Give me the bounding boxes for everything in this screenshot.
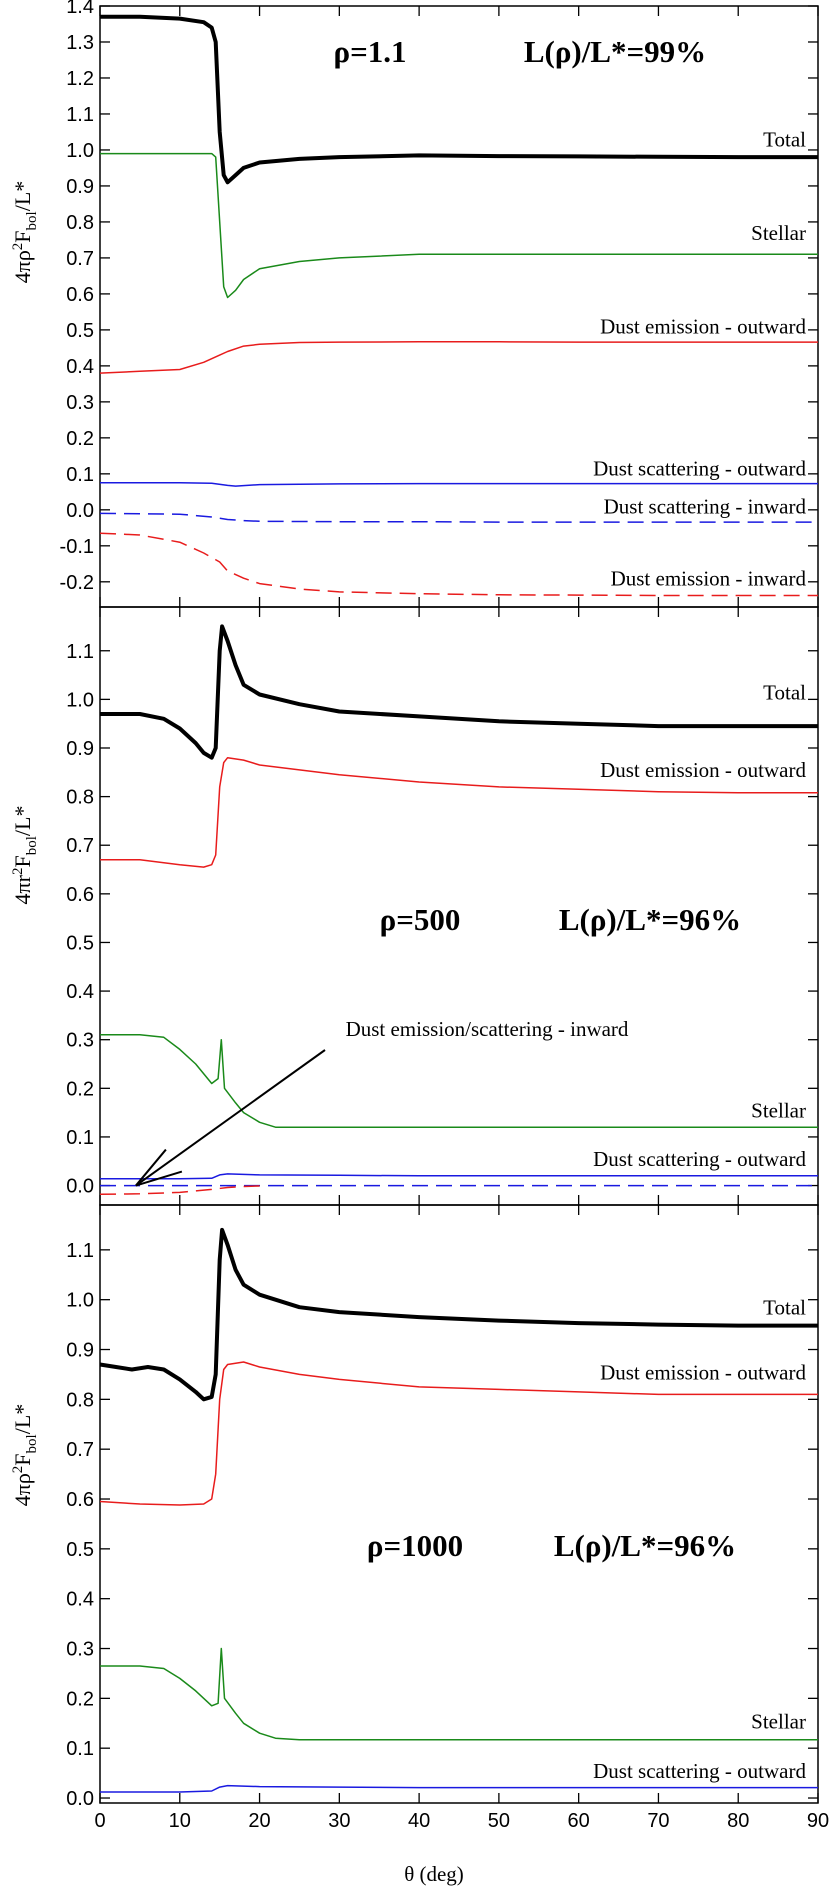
series-dust-scattering-inward xyxy=(99,512,818,523)
series-stellar xyxy=(100,1034,818,1128)
y-axis-label: 4πr2Fbol/L* xyxy=(10,806,40,905)
y-tick-label: 0.2 xyxy=(66,1688,94,1710)
y-tick-label: 0.3 xyxy=(66,1639,94,1661)
x-tick-label: 40 xyxy=(408,1810,430,1832)
curve-label: Dust emission - outward xyxy=(600,1360,806,1384)
y-tick-label: 0.8 xyxy=(66,787,94,809)
panel-1: -0.2 -0.1 0.0 0.1 0.2 0.3 0.4 0.5 0.6 0.7 0.8 0.9 1.… xyxy=(10,0,819,608)
series-dust-emission-inward xyxy=(99,1185,260,1196)
curve-label: Dust scattering - outward xyxy=(593,1759,806,1783)
annotation-luminosity: L(ρ)/L*=96% xyxy=(559,902,741,937)
curve-label: Dust emission - outward xyxy=(600,314,806,338)
y-tick-label: 0.4 xyxy=(66,1589,94,1611)
curve-label: Total xyxy=(763,1296,806,1320)
x-tick-label: 70 xyxy=(647,1810,669,1832)
y-tick-label: 0.6 xyxy=(66,284,94,306)
y-tick-label: 0.5 xyxy=(66,320,94,342)
y-tick-label: 1.1 xyxy=(66,1240,94,1262)
annotation-luminosity: L(ρ)/L*=96% xyxy=(554,1528,736,1563)
y-tick-label: 0.2 xyxy=(66,428,94,450)
arrow-head xyxy=(135,1148,167,1187)
plot-frame xyxy=(99,1204,819,1804)
y-tick-label: 1.0 xyxy=(66,1290,94,1312)
y-tick-label: 0.8 xyxy=(66,212,94,234)
x-tick-label: 50 xyxy=(488,1810,510,1832)
series-dust-scattering-outward xyxy=(100,1784,818,1793)
y-tick-label: 0.5 xyxy=(66,1539,94,1561)
series-stellar xyxy=(100,1647,818,1741)
curve-label: Dust scattering - outward xyxy=(593,1147,806,1171)
series-total xyxy=(99,1227,818,1402)
y-tick-label: 0.1 xyxy=(66,464,94,486)
x-tick-label: 20 xyxy=(248,1810,270,1832)
y-tick-label: 0.4 xyxy=(66,981,94,1003)
series-dust-emission-outward xyxy=(99,1361,818,1506)
curve-label: Stellar xyxy=(751,1709,806,1733)
y-tick-label: 0.1 xyxy=(66,1127,94,1149)
annotation-rho: ρ=1.1 xyxy=(333,34,406,69)
series-dust-emission-outward xyxy=(100,756,818,868)
y-axis-label: 4πρ2Fbol/L* xyxy=(10,181,40,284)
y-tick-label: 0.4 xyxy=(66,356,94,378)
series-stellar xyxy=(100,152,818,299)
x-tick-label: 10 xyxy=(169,1810,191,1832)
y-tick-label: 1.1 xyxy=(66,641,94,663)
y-tick-label: 0.1 xyxy=(66,1738,94,1760)
y-tick-label: 0.3 xyxy=(66,1030,94,1052)
series-dust-scattering-outward xyxy=(100,482,818,487)
curve-label: Dust scattering - outward xyxy=(593,457,806,481)
panel-3: 0.0 0.1 0.2 0.3 0.4 0.5 0.6 0.7 0.8 0.9 1.0 1.1 Tota… xyxy=(10,1204,819,1810)
y-tick-label: -0.2 xyxy=(60,572,94,594)
x-tick-label: 60 xyxy=(568,1810,590,1832)
curve-label: Stellar xyxy=(751,221,806,245)
y-tick-label: -0.1 xyxy=(60,536,94,558)
series-total xyxy=(100,624,818,760)
x-tick-label: 30 xyxy=(328,1810,350,1832)
x-tick-label: 90 xyxy=(807,1810,829,1832)
y-tick-label: 1.0 xyxy=(66,140,94,162)
curve-label: Stellar xyxy=(751,1098,806,1122)
x-tick-label: 0 xyxy=(94,1810,105,1832)
y-tick-label: 0.2 xyxy=(66,1078,94,1100)
y-tick-label: 1.1 xyxy=(66,104,94,126)
y-tick-label: 0.0 xyxy=(66,1788,94,1810)
panel-2: 0.0 0.1 0.2 0.3 0.4 0.5 0.6 0.7 0.8 0.9 1.0 1.1 Tota… xyxy=(10,606,819,1206)
curve-label: Dust emission - inward xyxy=(611,566,807,590)
y-tick-label: 0.7 xyxy=(66,248,94,270)
series-dust-scattering-outward xyxy=(100,1173,818,1180)
series-dust-emission-inward xyxy=(99,532,818,597)
y-tick-label: 1.3 xyxy=(66,32,94,54)
y-tick-label: 1.4 xyxy=(66,0,94,18)
y-tick-label: 0.6 xyxy=(66,884,94,906)
y-tick-label: 0.6 xyxy=(66,1489,94,1511)
y-tick-label: 0.0 xyxy=(66,1176,94,1198)
annotation-rho: ρ=1000 xyxy=(367,1528,463,1563)
y-tick-label: 0.8 xyxy=(66,1389,94,1411)
series-dust-emission-outward xyxy=(99,341,818,374)
annotation-luminosity: L(ρ)/L*=99% xyxy=(524,34,706,69)
y-tick-label: 0.9 xyxy=(66,1340,94,1362)
y-tick-label: 0.5 xyxy=(66,932,94,954)
annotation-rho: ρ=500 xyxy=(380,902,461,937)
y-axis-label: 4πρ2Fbol/L* xyxy=(10,1404,40,1507)
curve-label: Total xyxy=(763,127,806,151)
y-tick-label: 0.9 xyxy=(66,176,94,198)
y-tick-label: 0.7 xyxy=(66,1439,94,1461)
y-tick-label: 0.0 xyxy=(66,500,94,522)
y-tick-label: 0.3 xyxy=(66,392,94,414)
arrow-head xyxy=(135,1170,183,1187)
curve-label: Total xyxy=(763,680,806,704)
y-tick-label: 0.9 xyxy=(66,738,94,760)
x-tick-label: 80 xyxy=(727,1810,749,1832)
series-total xyxy=(100,14,818,185)
y-tick-label: 1.0 xyxy=(66,689,94,711)
curve-label: Dust scattering - inward xyxy=(604,494,807,518)
y-tick-label: 1.2 xyxy=(66,68,94,90)
arrow-line xyxy=(135,1049,326,1187)
y-tick-label: 0.7 xyxy=(66,835,94,857)
arrow-label: Dust emission/scattering - inward xyxy=(346,1017,629,1041)
curve-label: Dust emission - outward xyxy=(600,758,806,782)
x-axis-label: θ (deg) xyxy=(404,1862,464,1886)
